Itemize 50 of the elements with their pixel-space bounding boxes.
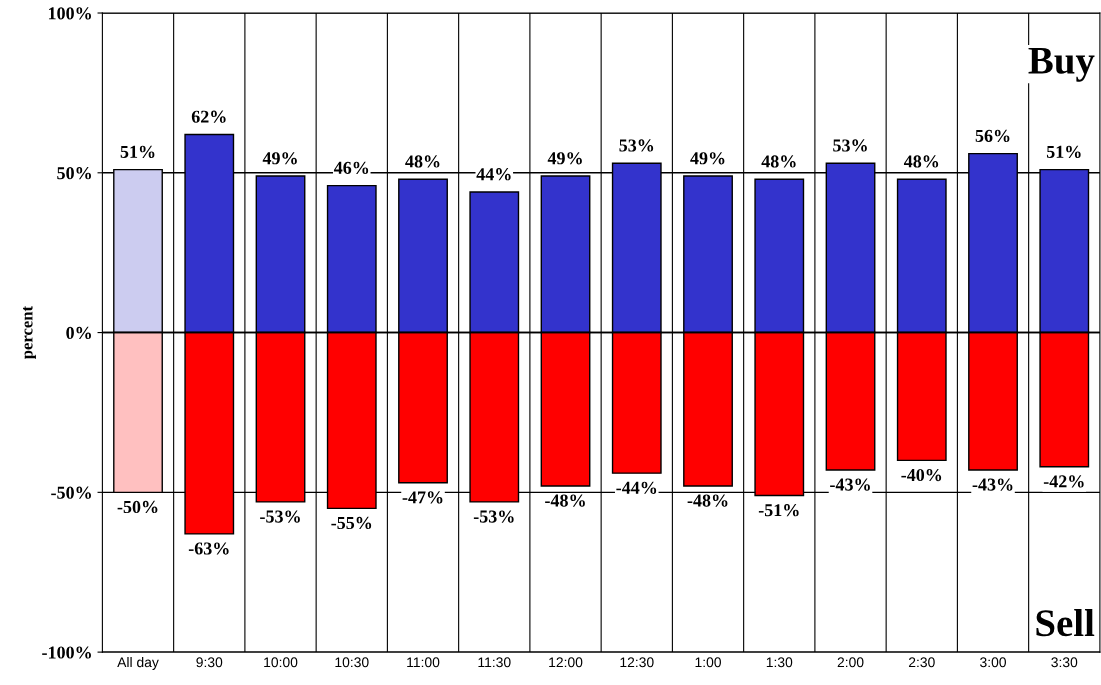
data-label: -47% [402, 491, 443, 504]
data-label: 53% [833, 139, 867, 152]
x-tick-label: 10:30 [335, 657, 369, 668]
x-tick-label: 11:00 [407, 657, 440, 668]
data-label: -55% [331, 516, 372, 530]
data-label: 49% [262, 152, 297, 165]
y-tick-label: 100% [48, 7, 91, 20]
data-label: 49% [547, 152, 582, 165]
data-label: -53% [260, 510, 300, 523]
x-tick-label: 9:30 [196, 657, 223, 668]
x-tick-label: 3:00 [980, 657, 1006, 668]
data-label: 51% [120, 145, 155, 158]
data-label: -43% [830, 478, 870, 491]
y-tick-label: -50% [51, 486, 91, 499]
annotation: Sell [1036, 608, 1095, 637]
x-tick-label: 3:30 [1051, 657, 1078, 668]
data-label: 48% [405, 155, 440, 168]
x-tick-label: 1:00 [695, 657, 721, 668]
y-axis-title: percent [23, 305, 36, 360]
y-tick-label: 50% [57, 167, 91, 180]
data-label: 51% [1046, 145, 1081, 158]
data-label: 62% [191, 110, 226, 123]
data-label: 44% [476, 168, 511, 181]
annotation: Buy [1028, 47, 1095, 82]
x-tick-label: 1:30 [766, 657, 793, 668]
data-label: -50% [117, 500, 158, 514]
x-tick-label: 2:00 [837, 657, 864, 668]
data-label: -42% [1043, 475, 1084, 488]
data-label: 53% [619, 139, 654, 152]
data-label: -48% [545, 494, 585, 507]
x-tick-label: 12:00 [549, 657, 583, 668]
x-tick-label: 11:30 [478, 657, 511, 668]
data-label: -63% [188, 542, 229, 555]
y-tick-label: 0% [66, 326, 91, 340]
data-label: -44% [616, 481, 657, 494]
data-label: 49% [690, 152, 725, 165]
x-tick-label: 2:30 [908, 657, 935, 668]
y-tick-label: -100% [42, 646, 91, 659]
data-label: 56% [975, 129, 1010, 143]
x-tick-label: All day [117, 656, 159, 670]
x-tick-label: 10:00 [264, 657, 298, 668]
data-label: 48% [903, 155, 939, 168]
data-label: -48% [687, 494, 728, 507]
data-label: -51% [758, 504, 799, 517]
data-label: -43% [972, 478, 1013, 491]
data-label: 48% [761, 155, 796, 168]
data-label: -40% [901, 468, 942, 482]
data-label: -53% [473, 510, 514, 523]
data-label: 46% [333, 161, 369, 174]
x-tick-label: 12:30 [620, 657, 654, 668]
